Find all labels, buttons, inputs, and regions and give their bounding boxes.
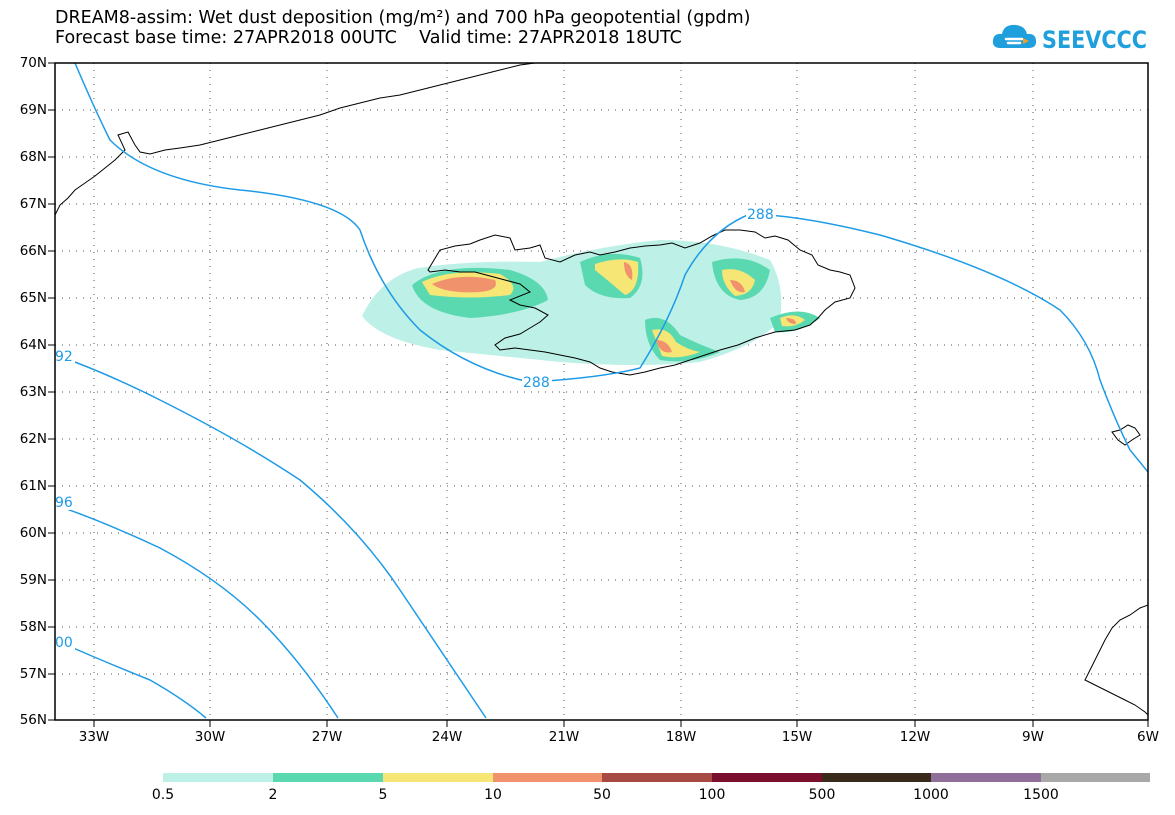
dust-deposition-shading (362, 240, 820, 365)
legend-swatch (931, 773, 1041, 782)
lat-label: 68N (19, 149, 47, 165)
legend-label: 10 (484, 787, 502, 803)
legend-label: 2 (268, 787, 278, 803)
legend-swatch (712, 773, 822, 782)
contour-label-288-ne: 288 (747, 207, 774, 223)
dust-area-orange-west (432, 276, 496, 293)
legend-swatch (602, 773, 712, 782)
lon-label: 24W (431, 729, 463, 745)
lon-label: 6W (1137, 729, 1159, 745)
lon-label: 15W (781, 729, 813, 745)
lat-label: 67N (19, 196, 47, 212)
dust-area-orange-se (786, 318, 796, 324)
legend-label: 50 (593, 787, 611, 803)
lat-label: 62N (19, 431, 47, 447)
lon-label: 18W (665, 729, 697, 745)
legend-label: 5 (378, 787, 388, 803)
contour-labels: 288 288 92 96 00 (55, 206, 776, 651)
lat-label: 70N (19, 55, 47, 71)
lat-label: 64N (19, 337, 47, 353)
lat-label: 69N (19, 102, 47, 118)
lon-label: 12W (899, 729, 931, 745)
chart-title: DREAM8-assim: Wet dust deposition (mg/m²… (55, 8, 751, 28)
legend-swatch (493, 773, 602, 782)
dust-area-orange-north (624, 262, 633, 280)
legend-label: 0.5 (151, 787, 175, 803)
legend-swatch (273, 773, 383, 782)
lat-label: 56N (19, 712, 47, 728)
legend-swatch (1041, 773, 1150, 782)
faroe-islands-coastline (1111, 424, 1141, 446)
legend-swatch (822, 773, 931, 782)
contour-292 (54, 354, 487, 719)
grid-lines (55, 63, 1148, 720)
chart-subtitle: Forecast base time: 27APR2018 00UTC Vali… (55, 28, 682, 48)
legend-label: 500 (808, 787, 836, 803)
logo-text: SEEVCCC (1042, 26, 1147, 54)
axis-ticks (48, 62, 1149, 727)
legend-label: 1000 (913, 787, 949, 803)
contour-label-292: 92 (55, 349, 73, 365)
lon-label: 33W (78, 729, 110, 745)
contour-label-296: 96 (55, 495, 73, 511)
contour-288 (74, 62, 1149, 473)
contour-label-300: 00 (55, 635, 73, 651)
lat-label: 63N (19, 384, 47, 400)
lat-label: 58N (19, 619, 47, 635)
geopotential-contours (54, 62, 1149, 719)
lon-label: 9W (1022, 729, 1044, 745)
dust-area-orange-east (730, 280, 745, 293)
dust-area-orange-south (656, 340, 672, 353)
lat-label: 59N (19, 572, 47, 588)
contour-300 (54, 639, 207, 719)
iceland-coastline (427, 229, 856, 376)
lat-label: 61N (19, 478, 47, 494)
legend-swatch (383, 773, 493, 782)
contour-296 (54, 504, 339, 719)
greenland-coastline (54, 62, 536, 216)
lat-label: 57N (19, 666, 47, 682)
lon-label: 30W (194, 729, 226, 745)
legend-label: 1500 (1023, 787, 1059, 803)
coastlines (54, 62, 1149, 716)
lat-label: 66N (19, 243, 47, 259)
cloud-icon (992, 24, 1037, 48)
seevccc-logo: SEEVCCC (992, 24, 1147, 54)
legend-label: 100 (698, 787, 726, 803)
lat-label: 60N (19, 525, 47, 541)
lon-label: 21W (548, 729, 580, 745)
lat-label: 65N (19, 290, 47, 306)
scotland-coastline (1084, 604, 1149, 716)
lon-label: 27W (311, 729, 343, 745)
legend-swatch (163, 773, 273, 782)
contour-label-288-s: 288 (523, 375, 550, 391)
